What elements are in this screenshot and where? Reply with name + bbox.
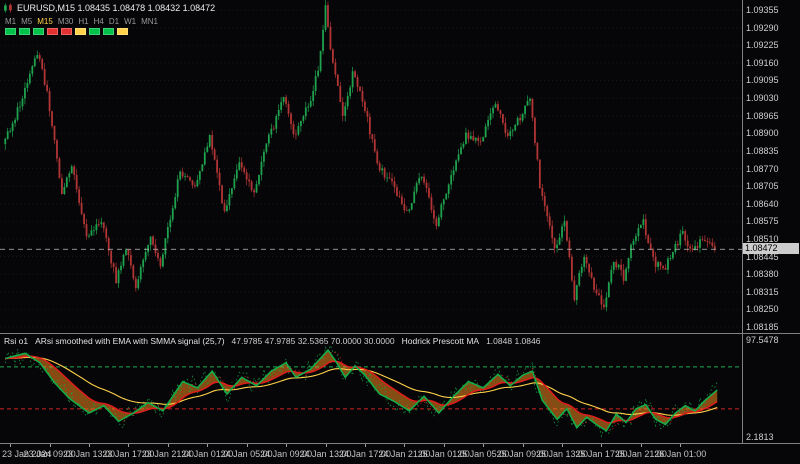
time-tick <box>364 444 366 447</box>
time-tick <box>483 444 485 447</box>
price-axis-label: 1.08445 <box>746 251 779 262</box>
status-square <box>47 28 58 35</box>
timeframe-button-m1[interactable]: M1 <box>5 17 17 26</box>
time-axis[interactable]: 23 Jan 2024 23 Jan 09:00 23 Jan 13:00 23 Ja… <box>0 444 800 464</box>
price-axis[interactable]: 1.08472 1.09355 1.09290 1.09225 1.09160 1.09… <box>742 0 800 333</box>
time-tick <box>167 444 169 447</box>
time-tick <box>246 444 248 447</box>
timeframe-button-mn1[interactable]: MN1 <box>141 17 158 26</box>
price-axis-label: 1.09225 <box>746 40 779 51</box>
price-axis-label: 1.09160 <box>746 57 779 68</box>
time-tick <box>49 444 51 447</box>
current-price-tag: 1.08472 <box>743 243 799 255</box>
time-axis-label: 24 Jan 01:00 <box>181 449 234 459</box>
status-square <box>89 28 100 35</box>
timeframe-button-m15[interactable]: M15 <box>37 17 53 26</box>
price-axis-label: 1.08510 <box>746 233 779 244</box>
status-square <box>5 28 16 35</box>
price-axis-label: 1.09030 <box>746 93 779 104</box>
time-tick <box>562 444 564 447</box>
timeframe-row: M1 M5 M15 M30 H1 H4 D1 W1 MN1 <box>5 17 158 26</box>
time-axis-label: 24 Jan 09:00 <box>260 449 313 459</box>
time-tick <box>325 444 327 447</box>
price-axis-label: 1.08705 <box>746 181 779 192</box>
time-axis-label: 24 Jan 13:00 <box>299 449 352 459</box>
time-tick <box>522 444 524 447</box>
status-square <box>75 28 86 35</box>
hp-ma-values: 1.0848 1.0846 <box>486 336 541 346</box>
status-squares-row <box>5 28 128 35</box>
time-tick <box>601 444 603 447</box>
time-axis-label: 25 Jan 05:00 <box>457 449 510 459</box>
time-axis-label: 23 Jan 21:00 <box>141 449 194 459</box>
status-square <box>61 28 72 35</box>
status-square <box>19 28 30 35</box>
time-axis-label: 23 Jan 09:00 <box>23 449 76 459</box>
time-tick <box>128 444 130 447</box>
rsi-indicator-pane[interactable]: Rsi o1 ARsi smoothed with EMA with SMMA … <box>0 334 800 443</box>
status-square <box>117 28 128 35</box>
time-axis-label: 25 Jan 01:00 <box>417 449 470 459</box>
rsi-title: ARsi smoothed with EMA with SMMA signal … <box>35 336 225 346</box>
time-axis-label: 23 Jan 13:00 <box>62 449 116 459</box>
price-axis-label: 1.08380 <box>746 269 779 280</box>
price-axis-label: 1.08575 <box>746 216 779 227</box>
price-axis-label: 1.08900 <box>746 128 779 139</box>
rsi-scale-max: 97.5478 <box>746 335 779 345</box>
timeframe-button-d1[interactable]: D1 <box>108 17 120 26</box>
time-axis-label: 24 Jan 17:00 <box>338 449 391 459</box>
price-axis-label: 1.09355 <box>746 5 779 15</box>
time-tick <box>286 444 288 447</box>
price-axis-label: 1.08185 <box>746 322 779 332</box>
timeframe-button-w1[interactable]: W1 <box>124 17 137 26</box>
timeframe-button-m5[interactable]: M5 <box>21 17 33 26</box>
price-axis-label: 1.08835 <box>746 145 779 156</box>
price-chart-pane[interactable]: EURUSD,M15 1.08435 1.08478 1.08432 1.084… <box>0 0 800 333</box>
time-tick <box>640 444 642 447</box>
rsi-values: 47.9785 47.9785 32.5365 70.0000 30.0000 <box>231 336 395 346</box>
rsi-header: Rsi o1 ARsi smoothed with EMA with SMMA … <box>4 336 540 346</box>
time-axis-label: 25 Jan 21:00 <box>614 449 667 459</box>
rsi-scale-min: 2.1813 <box>746 432 774 442</box>
rsi-chart[interactable] <box>0 334 742 443</box>
timeframe-button-h1[interactable]: H1 <box>78 17 89 26</box>
time-tick <box>89 444 90 447</box>
time-axis-label: 23 Jan 17:00 <box>102 449 155 459</box>
time-axis-label: 23 Jan 2024 <box>2 449 52 459</box>
time-tick <box>207 444 209 447</box>
price-axis-label: 1.08965 <box>746 110 779 121</box>
timeframe-button-h4[interactable]: H4 <box>93 17 104 26</box>
pane-divider[interactable] <box>0 333 800 334</box>
candlestick-icon <box>4 3 12 13</box>
status-square <box>103 28 114 35</box>
price-axis-label: 1.08250 <box>746 304 779 315</box>
time-tick <box>404 444 406 447</box>
axis-divider <box>0 443 800 444</box>
rsi-name: Rsi o1 <box>4 336 29 346</box>
price-axis-label: 1.09290 <box>746 22 779 33</box>
time-axis-label: 25 Jan 17:00 <box>575 449 628 459</box>
time-axis-label: 25 Jan 09:00 <box>496 449 549 459</box>
price-axis-label: 1.08315 <box>746 286 779 297</box>
time-axis-label: 24 Jan 05:00 <box>220 449 273 459</box>
symbol-ohlc-text: EURUSD,M15 1.08435 1.08478 1.08432 1.084… <box>17 3 216 13</box>
time-tick <box>443 444 445 447</box>
timeframe-button-m30[interactable]: M30 <box>57 17 74 26</box>
hp-ma-title: Hodrick Prescott MA <box>401 336 480 346</box>
price-axis-label: 1.08770 <box>746 163 779 174</box>
status-square <box>33 28 44 35</box>
rsi-axis[interactable]: 97.5478 2.1813 <box>742 334 800 443</box>
price-axis-label: 1.08640 <box>746 198 779 209</box>
time-tick <box>680 444 682 447</box>
time-axis-label: 25 Jan 13:00 <box>535 449 589 459</box>
time-tick <box>10 444 12 447</box>
price-axis-label: 1.09095 <box>746 75 779 86</box>
symbol-ohlc-line: EURUSD,M15 1.08435 1.08478 1.08432 1.084… <box>3 3 215 13</box>
time-axis-label: 24 Jan 21:00 <box>378 449 431 459</box>
candlestick-chart[interactable] <box>0 0 742 333</box>
time-axis-label: 26 Jan 01:00 <box>654 449 707 459</box>
